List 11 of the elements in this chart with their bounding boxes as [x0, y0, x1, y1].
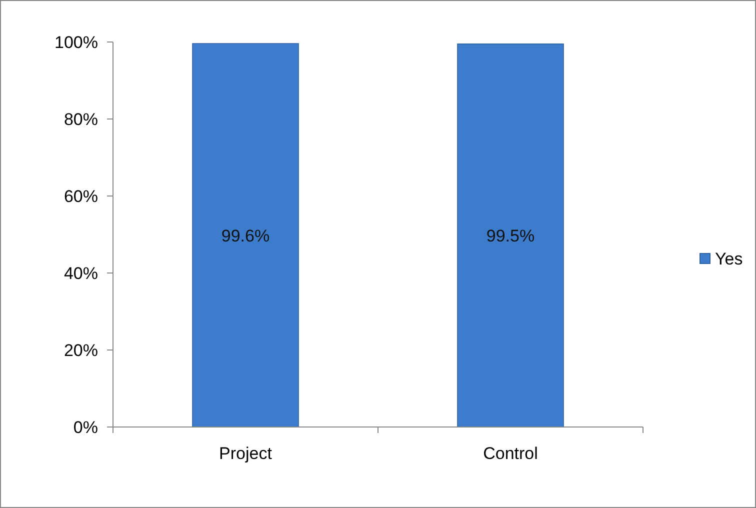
y-tick-label: 60% — [64, 187, 98, 206]
y-tick-label: 80% — [64, 110, 98, 129]
y-tick-label: 40% — [64, 264, 98, 283]
data-label: 99.5% — [486, 226, 535, 246]
y-tick-label: 100% — [54, 33, 98, 52]
data-label: 99.6% — [221, 226, 270, 246]
legend-label: Yes — [715, 250, 743, 268]
y-tick-label: 0% — [73, 418, 98, 437]
x-tick-label: Control — [483, 444, 538, 463]
y-tick-label: 20% — [64, 341, 98, 360]
x-tick-label: Project — [219, 444, 272, 463]
